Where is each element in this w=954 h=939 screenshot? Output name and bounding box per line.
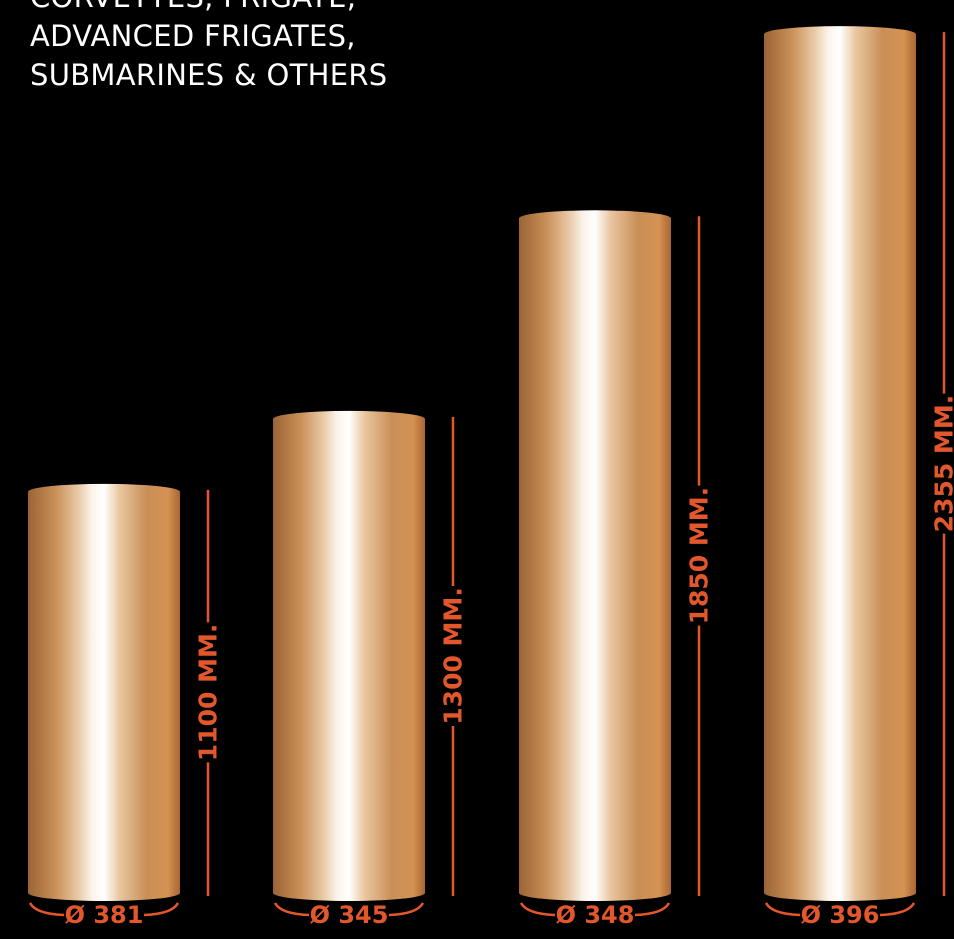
diameter-label: Ø 348 [556,901,635,929]
length-label: 2355 MM. [930,395,954,533]
length-label: 1300 MM. [439,587,468,725]
cylinder-body [764,34,916,902]
cylinder-top-cap [28,483,180,500]
cylinder-body [519,218,671,901]
cylinder-body [28,491,180,901]
title-line-2: ADVANCED FRIGATES, [30,19,356,53]
diameter-bracket-right [388,902,425,917]
length-label: 1100 MM. [194,624,223,762]
diameter-label: Ø 345 [310,901,389,929]
page-title: CORVETTES, FRIGATE, ADVANCED FRIGATES, S… [30,0,388,95]
cylinder-4: 2355 MM. Ø 396 [764,26,954,929]
diameter-bracket-left [764,902,801,917]
diameter-bracket-left [273,902,310,917]
cylinder-2: 1300 MM. Ø 345 [273,410,468,929]
cylinder-body [273,418,425,901]
diameter-label: Ø 381 [65,901,144,929]
cylinder-3: 1850 MM. Ø 348 [519,210,714,929]
diameter-bracket-right [634,902,671,917]
diameter-bracket-right [143,902,180,917]
diameter-bracket-left [519,902,556,917]
title-line-3: SUBMARINES & OTHERS [30,58,388,92]
cylinder-top-cap [273,410,425,427]
length-label: 1850 MM. [685,487,714,625]
title-line-1: CORVETTES, FRIGATE, [30,0,388,17]
cylinder-1: 1100 MM. Ø 381 [28,483,223,929]
diameter-bracket-left [28,902,65,917]
cylinder-top-cap [764,26,916,43]
diameter-bracket-right [879,902,916,917]
diameter-label: Ø 396 [801,901,880,929]
cylinder-top-cap [519,210,671,227]
